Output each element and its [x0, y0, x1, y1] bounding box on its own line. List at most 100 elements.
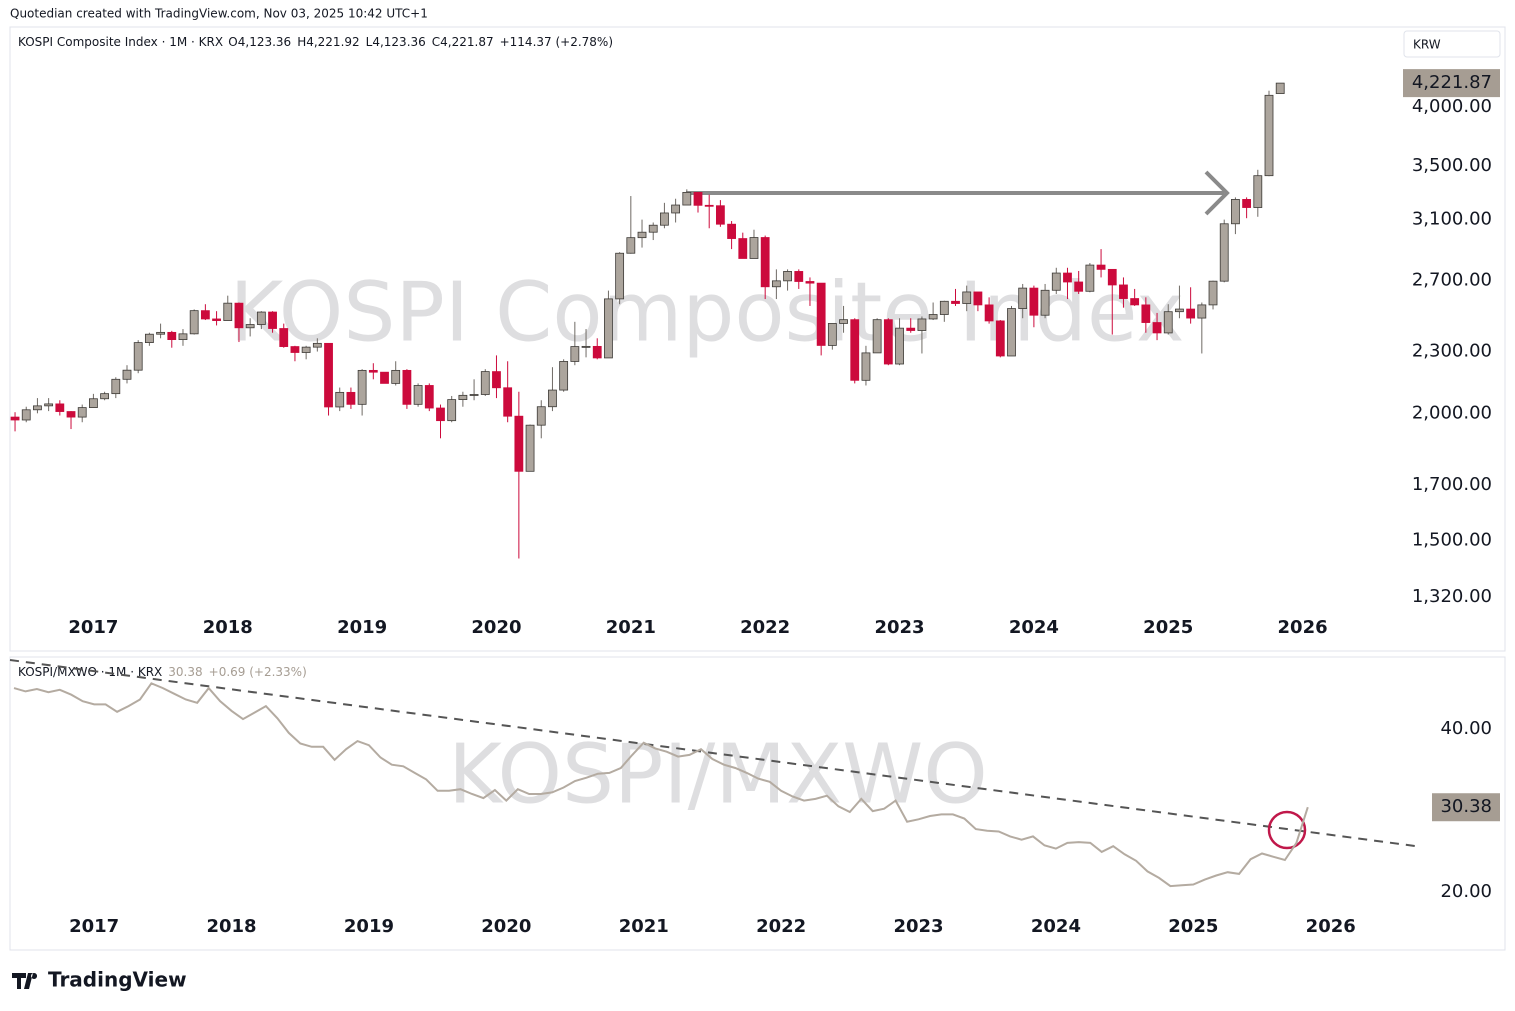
candle-body: [995, 320, 1005, 357]
candle-body: [615, 252, 625, 300]
candle-body: [200, 310, 210, 320]
candle-body: [895, 327, 904, 365]
candle-body: [133, 342, 143, 371]
candle-body: [525, 424, 535, 472]
candle-body: [335, 391, 345, 408]
legend-change: +114.37 (+2.78%): [500, 35, 613, 49]
candle-body: [581, 345, 591, 348]
candle-body: [469, 394, 479, 396]
candle-body: [771, 280, 781, 288]
candle-body: [1018, 287, 1028, 309]
candle-body: [1063, 272, 1072, 283]
x-tick-label: 2021: [606, 617, 656, 638]
candle-body: [604, 298, 613, 359]
currency-label[interactable]: KRW: [1413, 38, 1441, 52]
candle-body: [1186, 308, 1196, 319]
legend-ohlc: L4,123.36: [366, 35, 426, 49]
candle-body: [962, 291, 972, 304]
charts: 1,320.00 1,500.00 1,700.00 2,000.00 2,300.00…: [10, 69, 1500, 937]
x-tick-label: 2020: [481, 916, 531, 937]
last-price-label: 4,221.87: [1412, 72, 1492, 93]
candle-body: [1119, 284, 1128, 299]
x-tick-label: 2018: [203, 617, 253, 638]
candle-body: [156, 331, 165, 335]
candle-body: [21, 409, 31, 421]
candle-body: [738, 238, 748, 259]
y-tick-label: 1,500.00: [1412, 529, 1492, 550]
candle-body: [805, 281, 815, 284]
candle-body: [671, 204, 681, 214]
x-tick-label: 2024: [1031, 916, 1081, 937]
candle-body: [1107, 268, 1117, 286]
y-tick-label: 2,000.00: [1412, 402, 1492, 423]
candle-body: [480, 371, 490, 395]
candle-body: [368, 369, 378, 373]
candle-body: [984, 304, 994, 322]
candle-body: [256, 311, 266, 325]
candle-body: [1141, 304, 1151, 323]
candle-body: [1253, 175, 1263, 208]
candle-body: [917, 318, 927, 331]
x-tick-label: 2019: [337, 617, 387, 638]
candle-body: [212, 318, 221, 321]
trendline: [9, 659, 1416, 847]
legend-change: +0.69 (+2.33%): [209, 665, 307, 679]
candle-body: [312, 342, 322, 348]
candle-body: [223, 302, 233, 321]
y-tick-label: 2,300.00: [1412, 341, 1492, 362]
candle-body: [861, 352, 871, 381]
candle-body: [727, 223, 736, 239]
watermark: KOSPI Composite Index: [229, 265, 1184, 360]
candle-body: [839, 319, 848, 324]
y-tick-label: 20.00: [1440, 881, 1492, 902]
y-tick-label: 40.00: [1440, 718, 1492, 739]
x-tick-label: 2022: [740, 617, 790, 638]
x-tick-label: 2019: [344, 916, 394, 937]
candle-body: [704, 204, 714, 207]
x-tick-label: 2024: [1009, 617, 1059, 638]
candle-body: [380, 371, 389, 384]
candle-body: [178, 333, 188, 340]
candle-body: [458, 394, 468, 401]
candle-body: [1163, 311, 1173, 334]
main-pane: [9, 26, 1506, 652]
candle-body: [111, 378, 121, 395]
currency-button[interactable]: [1403, 30, 1501, 58]
candle-body: [122, 369, 132, 380]
x-tick-label: 2018: [206, 916, 256, 937]
candle-body: [424, 385, 434, 409]
candle-body: [402, 369, 412, 405]
candle-body: [33, 405, 42, 411]
candle-body: [928, 314, 938, 320]
candle-body: [245, 324, 255, 329]
candle-body: [144, 333, 154, 344]
ratio-line: [13, 682, 1309, 888]
candle-body: [1275, 82, 1285, 94]
candle-body: [783, 271, 792, 282]
candle-body: [1074, 281, 1084, 292]
watermark: KOSPI/MXWO: [448, 727, 988, 822]
candle-body: [279, 328, 289, 347]
candle-body: [906, 327, 916, 331]
candle-body: [536, 406, 546, 426]
candle-body: [794, 271, 804, 282]
y-tick-label: 3,100.00: [1412, 209, 1492, 230]
legend-ohlc: H4,221.92: [297, 35, 359, 49]
y-tick-label: 1,320.00: [1412, 586, 1492, 607]
candle-body: [850, 319, 860, 381]
candle-body: [346, 391, 356, 405]
candle-body: [693, 191, 703, 206]
candle-body: [1007, 308, 1016, 357]
candle-body: [883, 319, 893, 365]
candle-body: [1130, 298, 1140, 306]
candle-body: [951, 300, 960, 304]
x-tick-label: 2021: [619, 916, 669, 937]
candle-body: [1152, 322, 1162, 334]
candle-body: [290, 346, 300, 353]
legend-symbol: KOSPI Composite Index · 1M · KRX: [18, 35, 223, 49]
last-value-badge: [1432, 793, 1500, 822]
candle-body: [592, 345, 602, 359]
x-tick-label: 2022: [756, 916, 806, 937]
x-tick-label: 2025: [1168, 916, 1218, 937]
